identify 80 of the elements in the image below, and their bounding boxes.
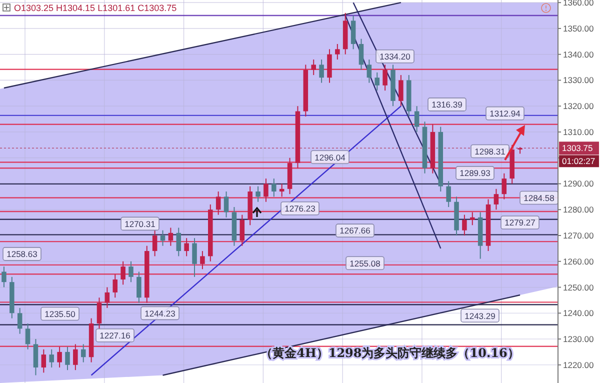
annotation: O1303.25 H1304.15 L1301.61 C1303.75 bbox=[14, 3, 177, 13]
y-tick-label: 1320.00 bbox=[563, 101, 594, 112]
candlestick bbox=[160, 230, 166, 246]
candlestick bbox=[224, 191, 229, 218]
candlestick bbox=[57, 346, 62, 368]
candlestick bbox=[446, 180, 451, 208]
ref-line-label: 1258.63 bbox=[6, 249, 38, 260]
ref-line-label: 1316.39 bbox=[432, 100, 463, 110]
ref-line-label: 1284.58 bbox=[524, 192, 555, 203]
candlestick bbox=[366, 59, 372, 84]
ref-line-label: 1244.23 bbox=[144, 308, 176, 318]
y-tick-label: 1230.00 bbox=[563, 334, 594, 344]
ref-line-label: 1276.23 bbox=[284, 204, 316, 214]
candlestick bbox=[502, 172, 507, 200]
ref-line-label: 1312.94 bbox=[490, 108, 521, 119]
ref-line-label: 1289.93 bbox=[460, 168, 491, 178]
candlestick bbox=[112, 274, 118, 298]
y-tick-label: 1270.00 bbox=[563, 230, 594, 240]
candlestick bbox=[350, 15, 356, 50]
candlestick bbox=[184, 238, 189, 257]
ref-line-label: 1303.75 bbox=[562, 143, 593, 154]
candlestick bbox=[152, 230, 158, 257]
candlestick bbox=[120, 260, 126, 286]
candlestick bbox=[462, 214, 467, 236]
ref-line-label: 1255.08 bbox=[350, 258, 381, 268]
candlestick bbox=[358, 38, 364, 70]
candlestick bbox=[216, 191, 221, 216]
candlestick bbox=[192, 238, 197, 278]
candlestick bbox=[311, 59, 316, 76]
y-tick-label: 1240.00 bbox=[563, 308, 594, 318]
candlestick bbox=[494, 188, 499, 210]
y-tick-label: 1340.00 bbox=[563, 49, 594, 60]
candlestick bbox=[264, 178, 268, 202]
candlestick bbox=[96, 297, 102, 330]
candlestick bbox=[240, 214, 245, 246]
candlestick bbox=[176, 227, 182, 257]
y-tick-label: 1220.00 bbox=[563, 360, 594, 370]
y-tick-label: 1330.00 bbox=[563, 75, 594, 86]
candlestick bbox=[41, 348, 46, 374]
y-tick-label: 1350.00 bbox=[563, 23, 594, 34]
candlestick bbox=[327, 48, 332, 84]
candlestick bbox=[33, 338, 38, 376]
y-tick-label: 1250.00 bbox=[563, 282, 594, 292]
candlestick bbox=[104, 286, 110, 308]
ref-line-label: 1296.04 bbox=[314, 152, 346, 162]
candlestick bbox=[272, 178, 276, 198]
candlestick bbox=[2, 266, 6, 288]
candlestick bbox=[73, 344, 78, 371]
candlestick bbox=[414, 106, 420, 132]
candlestick bbox=[168, 227, 174, 246]
candlestick bbox=[374, 72, 380, 92]
y-tick-label: 1260.00 bbox=[563, 256, 594, 266]
y-tick-label: 1360.00 bbox=[563, 0, 594, 8]
candlestick bbox=[128, 260, 134, 283]
text: 01:02:27 bbox=[562, 156, 596, 166]
ref-line-label: 1235.50 bbox=[44, 308, 76, 319]
ref-line-label: 1270.31 bbox=[124, 218, 156, 229]
ref-line-label: 1298.31 bbox=[474, 146, 506, 156]
candlestick bbox=[256, 186, 260, 202]
candlestick bbox=[65, 346, 70, 371]
candlestick bbox=[335, 43, 340, 60]
candlestick bbox=[382, 64, 388, 92]
candlestick bbox=[25, 322, 30, 350]
y-tick-label: 1310.00 bbox=[563, 126, 594, 137]
candlestick bbox=[136, 271, 142, 304]
ref-line-label: 1267.66 bbox=[340, 226, 371, 236]
candlestick bbox=[80, 344, 86, 363]
ref-line-label: 1243.29 bbox=[464, 310, 496, 321]
candlestick bbox=[470, 212, 475, 226]
candlestick bbox=[200, 250, 205, 270]
ref-line-label: 1227.16 bbox=[100, 330, 131, 341]
candlestick bbox=[49, 348, 54, 368]
candlestick bbox=[279, 183, 284, 198]
y-tick-label: 1290.00 bbox=[563, 178, 594, 189]
ref-line-label: 1334.20 bbox=[380, 52, 411, 62]
y-tick-label: 1280.00 bbox=[563, 204, 594, 215]
candlestick bbox=[319, 59, 324, 84]
candlestick bbox=[398, 74, 404, 107]
candlestick bbox=[17, 307, 22, 334]
ref-line-label: 1279.27 bbox=[504, 218, 536, 228]
